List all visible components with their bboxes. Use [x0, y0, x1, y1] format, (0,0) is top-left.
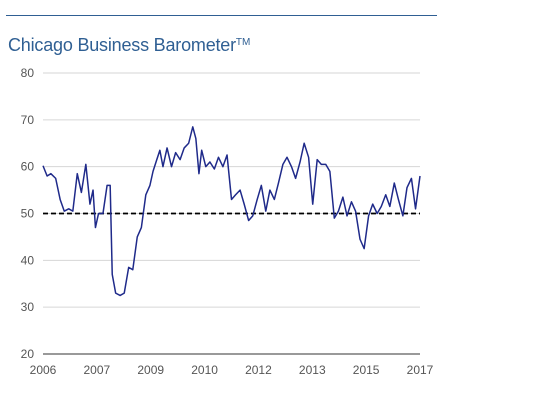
x-tick-label: 2010: [191, 363, 218, 377]
y-tick-labels: 20 30 40 50 60 70 80: [21, 66, 35, 361]
x-tick-label: 2017: [407, 363, 434, 377]
y-tick-label: 60: [21, 160, 35, 174]
x-tick-label: 2015: [353, 363, 380, 377]
x-tick-label: 2013: [299, 363, 326, 377]
x-tick-label: 2012: [245, 363, 272, 377]
grid-layer: [43, 72, 420, 308]
chart-title-text: Chicago Business Barometer: [8, 35, 236, 55]
x-tick-labels: 2006 2007 2009 2010 2012 2013 2015 2017: [30, 363, 434, 377]
chart-title-trademark: TM: [235, 37, 251, 48]
series-layer: [42, 126, 421, 297]
y-tick-label: 30: [21, 300, 35, 314]
series-line: [42, 126, 421, 297]
y-tick-label: 20: [21, 347, 35, 361]
x-tick-label: 2006: [30, 363, 57, 377]
x-tick-label: 2009: [137, 363, 164, 377]
y-tick-label: 70: [21, 113, 35, 127]
y-tick-label: 50: [21, 207, 35, 221]
y-tick-label: 40: [21, 253, 35, 267]
top-rule: [6, 15, 437, 16]
y-tick-label: 80: [21, 66, 35, 80]
x-tick-label: 2007: [84, 363, 111, 377]
chart-title: Chicago Business BarometerTM: [8, 35, 250, 56]
